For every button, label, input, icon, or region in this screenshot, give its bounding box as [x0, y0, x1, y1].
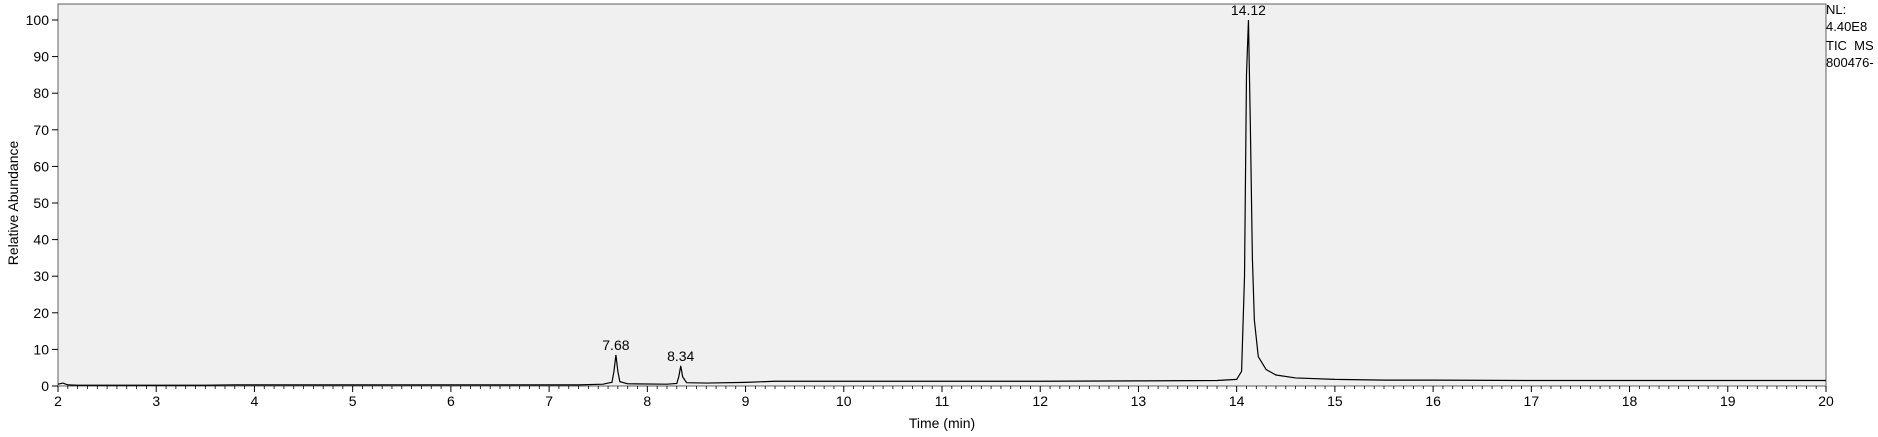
y-tick-label: 90: [33, 49, 49, 65]
nl-value: 4.40E8: [1826, 19, 1867, 34]
peak-label: 7.68: [602, 337, 629, 353]
x-tick-label: 19: [1720, 393, 1736, 409]
x-tick-label: 5: [349, 393, 357, 409]
y-tick-label: 60: [33, 158, 49, 174]
x-tick-label: 20: [1818, 393, 1834, 409]
y-tick-label: 30: [33, 268, 49, 284]
scan-type: TIC MS: [1826, 38, 1874, 53]
x-tick-label: 11: [935, 393, 950, 409]
x-tick-label: 14: [1229, 393, 1245, 409]
x-tick-label: 18: [1622, 393, 1638, 409]
x-tick-label: 7: [545, 393, 553, 409]
y-tick-label: 50: [33, 195, 49, 211]
x-axis: 2 3 4 5 6 7 8 9 10 11 12 13 14 15 16 17 18 19 20: [54, 386, 1834, 409]
x-tick-label: 16: [1425, 393, 1441, 409]
x-tick-label: 4: [251, 393, 259, 409]
x-tick-label: 17: [1524, 393, 1540, 409]
x-tick-label: 15: [1327, 393, 1343, 409]
x-axis-title: Time (min): [909, 415, 975, 431]
y-tick-label: 0: [41, 378, 49, 394]
y-tick-label: 10: [33, 341, 49, 357]
y-tick-label: 20: [33, 305, 49, 321]
x-tick-label: 9: [742, 393, 750, 409]
y-axis-title: Relative Abundance: [5, 141, 21, 266]
plot-area: [57, 3, 1827, 387]
y-tick-label: 80: [33, 85, 49, 101]
y-tick-label: 100: [26, 12, 50, 28]
x-tick-label: 10: [836, 393, 852, 409]
peak-labels: 7.68 8.34 14.12: [602, 2, 1266, 364]
x-tick-label: 13: [1131, 393, 1147, 409]
x-tick-label: 2: [54, 393, 62, 409]
y-axis: 0 10 20 30 40 50 60 70 80 90 100: [26, 12, 58, 394]
nl-label: NL:: [1826, 2, 1846, 17]
peak-label: 14.12: [1231, 2, 1266, 18]
x-tick-label: 3: [152, 393, 160, 409]
x-tick-label: 8: [643, 393, 651, 409]
file-id: 800476-: [1826, 55, 1874, 70]
x-tick-label: 6: [447, 393, 455, 409]
tic-trace-line: [57, 19, 1826, 386]
y-tick-label: 70: [33, 122, 49, 138]
y-tick-label: 40: [33, 232, 49, 248]
peak-label: 8.34: [667, 348, 694, 364]
x-tick-label: 12: [1032, 393, 1048, 409]
